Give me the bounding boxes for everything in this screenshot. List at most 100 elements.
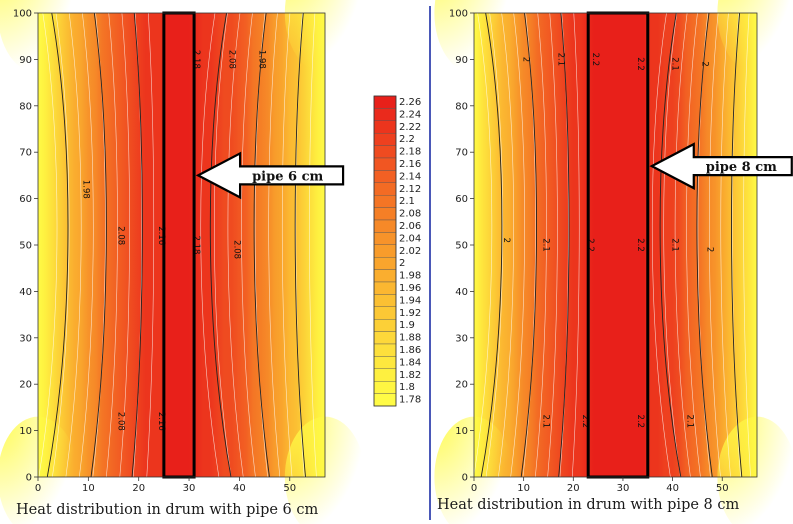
legend-swatch — [373, 244, 397, 258]
left-contour-thin — [52, 12, 70, 478]
right-contour-label: 2.1 — [684, 415, 694, 429]
legend-label: 2.02 — [399, 246, 421, 257]
right-contour-major — [520, 12, 537, 478]
left-contour-thin — [241, 12, 256, 478]
left-contour-thin — [38, 12, 58, 478]
right-contour-label: 2.2 — [635, 415, 645, 429]
color-legend: 2.262.242.222.22.182.162.142.122.12.082.… — [373, 95, 421, 407]
right-contour-label: 2.1 — [555, 53, 565, 67]
left-contour-thin — [200, 12, 220, 478]
left-contour-label: 1.98 — [80, 180, 90, 199]
right-caption: Heat distribution in drum with pipe 8 cm — [437, 497, 740, 513]
left-heatmap-panel: 2.18 2.08 1.98 1.98 2.08 2.16 2.18 2.08 2.08 2.16… — [0, 0, 366, 524]
right-ytick-label: 10 — [455, 426, 468, 437]
left-corner-cool-2 — [0, 416, 79, 524]
legend-frame — [373, 95, 397, 407]
right-ytick-label: 60 — [455, 194, 468, 205]
left-contour-major — [131, 12, 143, 478]
legend-label: 2.04 — [399, 233, 421, 244]
right-contour-major — [558, 12, 570, 478]
left-caption: Heat distribution in drum with pipe 6 cm — [16, 502, 319, 518]
left-ytick-label: 40 — [19, 287, 32, 298]
left-ytick-label: 60 — [19, 194, 32, 205]
right-pipe-label: pipe 8 cm — [706, 160, 777, 175]
legend-swatch — [373, 356, 397, 369]
left-contour-major — [209, 12, 232, 478]
right-contour-label: 2.2 — [635, 57, 645, 71]
legend-swatch — [373, 170, 397, 183]
right-contour-major — [480, 12, 503, 478]
left-contour-label: 2.18 — [191, 50, 201, 69]
left-contour-major — [90, 12, 107, 478]
legend-swatch — [373, 257, 397, 270]
legend-label: 1.88 — [399, 333, 421, 344]
left-contour-thin — [146, 12, 155, 478]
right-xtick-label: 50 — [716, 483, 729, 494]
left-heat-field — [38, 13, 325, 477]
left-contour-label: 2.16 — [156, 226, 166, 245]
legend-swatch — [373, 294, 397, 307]
left-contour-label: 2.16 — [156, 412, 166, 431]
legend-swatch — [373, 319, 397, 332]
left-contour-label: 1.98 — [257, 50, 267, 69]
right-contour-major — [696, 12, 713, 478]
right-contour-thin — [709, 12, 721, 478]
legend-label: 2.18 — [399, 147, 421, 158]
right-contour-thin — [510, 12, 525, 478]
right-corner-cool-3 — [717, 416, 793, 524]
right-contour-thin — [720, 12, 731, 478]
left-contour-thin — [227, 12, 244, 478]
right-contour-label: 2.2 — [635, 238, 645, 252]
right-contour-label: 2 — [501, 238, 511, 243]
legend-swatch — [373, 343, 397, 357]
left-contour-thin — [309, 12, 317, 478]
right-contour-label: 2.1 — [670, 57, 680, 71]
right-contour-label: 2.2 — [580, 415, 590, 429]
legend-swatch — [373, 281, 397, 295]
left-ytick-label: 100 — [13, 9, 32, 20]
legend-label: 2.16 — [399, 159, 421, 170]
legend-label: 1.94 — [399, 295, 421, 306]
right-xtick-label: 0 — [471, 483, 477, 494]
legend-label: 2.06 — [399, 221, 421, 232]
right-contour-thin — [651, 12, 671, 478]
left-contour-thin — [119, 12, 130, 478]
left-contour-thin — [214, 12, 232, 478]
right-ytick-label: 90 — [455, 55, 468, 66]
right-contour-thin — [535, 12, 547, 478]
legend-swatch — [373, 219, 397, 233]
left-pipe-label: pipe 6 cm — [252, 169, 323, 184]
left-ytick-label: 0 — [26, 473, 32, 484]
right-xtick-label: 30 — [617, 483, 630, 494]
legend-swatch — [373, 269, 397, 283]
legend-label: 2.14 — [399, 171, 421, 182]
right-xtick-label: 10 — [517, 483, 530, 494]
legend-swatch — [373, 331, 397, 345]
right-ytick-label: 100 — [449, 9, 468, 20]
right-ytick-label: 40 — [455, 287, 468, 298]
legend-swatch — [373, 120, 397, 134]
legend-label: 2.26 — [399, 97, 421, 108]
legend-swatch — [373, 132, 397, 146]
right-ytick-label: 30 — [455, 333, 468, 344]
right-contour-label: 2.2 — [585, 238, 595, 252]
left-contour-thin — [65, 12, 82, 478]
left-ytick-label: 50 — [19, 241, 32, 252]
left-contour-major — [294, 12, 306, 478]
legend-label: 1.84 — [399, 357, 421, 368]
right-heatmap-panel: 2 2.1 2.2 2.2 2.1 2 2 2.1 2.2 2.2 2.1 2 2.1 2.2 2.2 2.1… — [434, 0, 793, 524]
legend-label: 2.2 — [399, 134, 415, 145]
legend-swatch — [373, 145, 397, 159]
legend-swatch — [373, 207, 397, 221]
legend-swatch — [373, 194, 397, 208]
legend-label: 1.96 — [399, 283, 421, 294]
right-contour-thin — [498, 12, 514, 478]
right-contour-major — [659, 12, 682, 478]
legend-swatch — [373, 393, 397, 407]
left-contour-thin — [106, 12, 118, 478]
right-contour-label: 2.1 — [541, 238, 551, 252]
right-contour-label: 2.2 — [590, 53, 600, 67]
legend-label: 1.86 — [399, 345, 421, 356]
left-ytick-label: 10 — [19, 426, 32, 437]
